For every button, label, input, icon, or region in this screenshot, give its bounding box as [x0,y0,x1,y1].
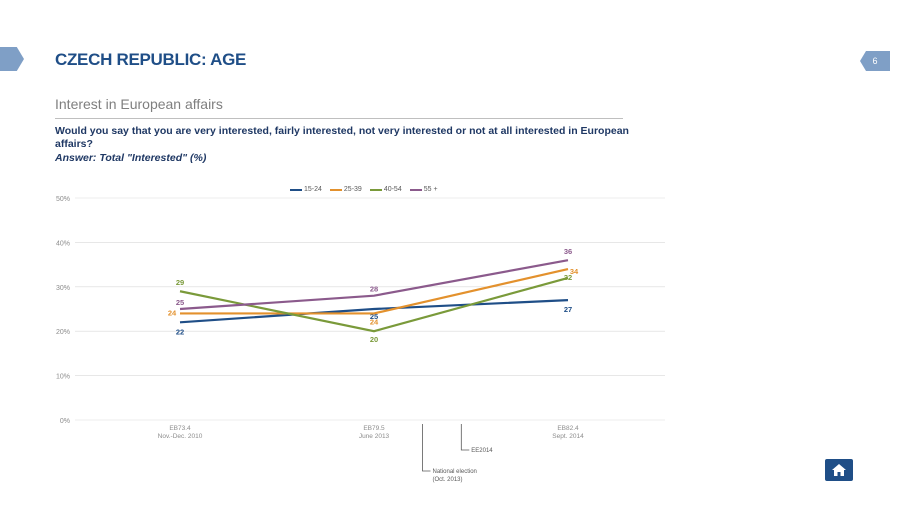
data-label: 32 [564,273,572,282]
legend-swatch-55-plus [409,188,422,191]
x-tick-label: EB79.5 [363,425,385,432]
data-label: 28 [370,285,378,294]
series-line-25-39 [180,267,569,315]
x-tick-label: EB73.4 [169,425,191,432]
y-tick-label: 30% [56,285,70,292]
data-label: 25 [176,298,184,307]
legend-label-15-24: 15-24 [304,186,322,193]
data-label: 36 [564,247,572,256]
x-tick-label: Nov.-Dec. 2010 [158,433,203,440]
page-number: 6 [860,51,890,71]
home-icon [832,464,846,476]
x-tick-label: June 2013 [359,433,390,440]
annotation-marker [422,424,431,472]
legend-label-25-39: 25-39 [343,186,362,193]
home-button[interactable] [825,459,853,481]
subtitle-divider [55,118,623,119]
legend-item-15-24: 15-24 [290,186,322,193]
legend-swatch-15-24 [290,188,302,191]
chart-legend: 15-24 25-39 40-54 55 + [290,186,438,193]
data-label: 29 [176,278,184,287]
annotation-label: (Oct. 2013) [433,477,463,483]
section-subtitle: Interest in European affairs [55,96,223,112]
answer-label: Answer: Total "Interested" (%) [55,152,207,164]
y-tick-label: 0% [60,418,70,425]
data-label: 34 [570,267,579,276]
legend-swatch-40-54 [369,188,382,191]
data-label: 24 [370,317,379,326]
legend-label-40-54: 40-54 [383,186,402,193]
series-line-15-24 [179,299,569,324]
y-tick-label: 50% [56,196,70,203]
legend-label-55-plus: 55 + [423,186,438,193]
legend-item-55-plus: 55 + [409,186,438,193]
x-tick-label: EB82.4 [557,425,579,432]
annotation-label: EE2014 [471,448,493,454]
y-tick-label: 40% [56,240,70,247]
data-label: 20 [370,335,378,344]
series-line-55 [179,259,569,311]
legend-swatch-25-39 [329,188,342,191]
annotation-label: National election [433,469,477,475]
data-label: 22 [176,327,184,336]
data-label: 24 [168,308,177,317]
page-title: CZECH REPUBLIC: AGE [55,50,247,69]
legend-item-25-39: 25-39 [329,186,362,193]
data-label: 25 [370,312,378,321]
y-tick-label: 10% [56,374,70,381]
data-label: 27 [564,305,572,314]
annotation-marker [460,424,470,451]
legend-item-40-54: 40-54 [369,186,402,193]
y-tick-label: 20% [56,329,70,336]
survey-question: Would you say that you are very interest… [55,125,629,150]
x-tick-label: Sept. 2014 [552,433,584,440]
